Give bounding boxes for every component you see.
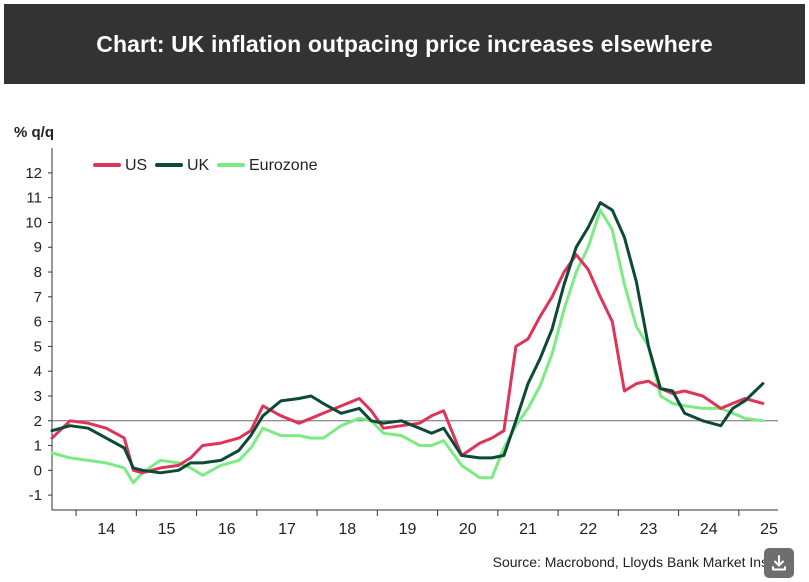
x-tick-label: 20 bbox=[459, 521, 477, 538]
x-tick-label: 23 bbox=[640, 521, 658, 538]
legend-label-us: US bbox=[125, 157, 147, 174]
x-tick-label: 25 bbox=[760, 521, 778, 538]
download-icon bbox=[772, 555, 786, 571]
y-tick-label: 1 bbox=[34, 438, 42, 455]
y-tick-label: 10 bbox=[25, 214, 42, 231]
series-line-uk bbox=[50, 201, 765, 475]
y-tick-label: 11 bbox=[26, 190, 42, 207]
y-axis-label: % q/q bbox=[14, 124, 54, 141]
legend-label-eurozone: Eurozone bbox=[249, 157, 318, 174]
x-tick-label: 15 bbox=[158, 521, 176, 538]
x-tick-label: 17 bbox=[278, 521, 296, 538]
x-tick-label: 14 bbox=[97, 521, 115, 538]
x-tick-label: 21 bbox=[519, 521, 537, 538]
series-line-us bbox=[50, 253, 765, 475]
y-tick-label: 8 bbox=[34, 264, 42, 281]
y-tick-label: 9 bbox=[34, 239, 42, 256]
x-tick-label: 16 bbox=[218, 521, 236, 538]
header-banner: Chart: UK inflation outpacing price incr… bbox=[4, 4, 805, 84]
y-tick-label: -1 bbox=[29, 487, 42, 504]
x-tick-label: 22 bbox=[579, 521, 597, 538]
download-button[interactable] bbox=[764, 548, 794, 578]
x-tick-label: 18 bbox=[338, 521, 356, 538]
y-tick-label: 0 bbox=[34, 462, 42, 479]
source-note: Source: Macrobond, Lloyds Bank Market In… bbox=[492, 554, 779, 570]
y-tick-label: 12 bbox=[25, 165, 42, 182]
y-tick-label: 2 bbox=[34, 413, 42, 430]
x-tick-label: 24 bbox=[700, 521, 718, 538]
series-line-eurozone bbox=[50, 208, 765, 485]
y-tick-label: 6 bbox=[34, 314, 42, 331]
x-tick-label: 19 bbox=[399, 521, 417, 538]
chart-heading: Chart: UK inflation outpacing price incr… bbox=[96, 30, 713, 57]
y-tick-label: 4 bbox=[34, 363, 42, 380]
y-tick-label: 3 bbox=[34, 388, 42, 405]
y-tick-label: 7 bbox=[34, 289, 42, 306]
legend-label-uk: UK bbox=[187, 157, 210, 174]
y-tick-label: 5 bbox=[34, 338, 42, 355]
